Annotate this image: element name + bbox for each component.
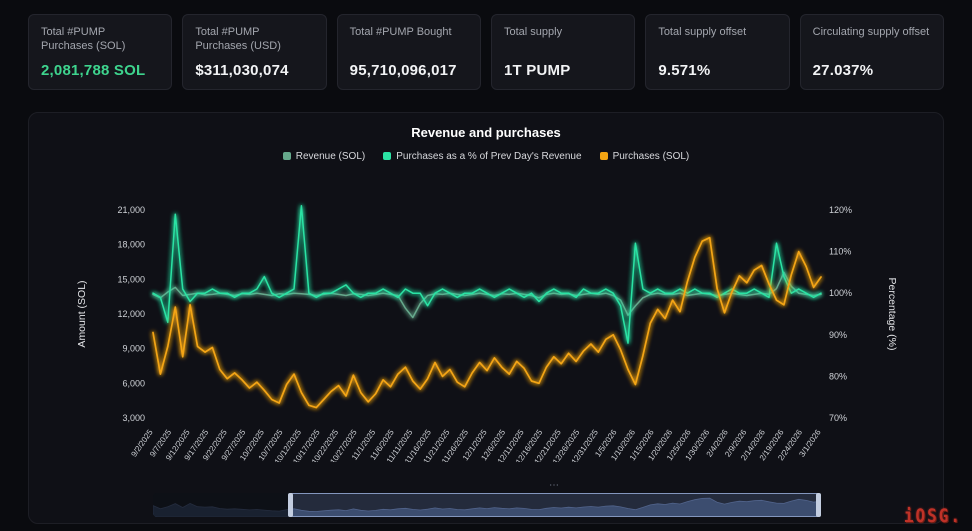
y-left-tick-label: 15,000 [117, 274, 145, 284]
y-left-tick-label: 12,000 [117, 309, 145, 319]
stat-label: Total supply offset [658, 26, 747, 38]
legend-swatch-icon [383, 152, 392, 160]
minimap-left-handle[interactable] [287, 493, 293, 517]
y-left-tick-label: 21,000 [117, 205, 145, 215]
legend-swatch-icon [282, 152, 291, 160]
legend-item[interactable]: Purchases (SOL) [599, 150, 690, 162]
chart-legend: Revenue (SOL) Purchases as a % of Prev Da… [29, 149, 943, 163]
stat-value: 27.037% [812, 62, 874, 79]
stat-value: 2,081,788 SOL [41, 62, 146, 79]
stat-card: Total supply offset 9.571% [645, 14, 790, 90]
legend-item[interactable]: Purchases as a % of Prev Day's Revenue [383, 150, 582, 162]
stat-card: Total #PUMP Bought 95,710,096,017 [336, 14, 481, 90]
minimap-selection-window[interactable]: ⋯ [287, 481, 821, 517]
minimap-right-handle[interactable] [815, 493, 821, 517]
stat-value: 95,710,096,017 [349, 62, 457, 79]
revenue-purchases-chart[interactable]: 3,000 6,000 9,000 12,000 15,000 18,000 21,000 7… [29, 194, 943, 462]
y-left-tick-label: 18,000 [117, 240, 145, 250]
stat-card: Total supply 1T PUMP [490, 14, 636, 90]
stats-row: Total #PUMP Purchases (SOL) 2,081,788 SOL… [0, 0, 972, 90]
y-right-tick-label: 70% [829, 413, 847, 423]
y-right-tick-label: 90% [829, 330, 847, 340]
y-left-tick-label: 9,000 [122, 344, 145, 354]
y-right-tick-label: 110% [829, 247, 851, 257]
chart-title: Revenue and purchases [411, 125, 561, 140]
legend-label: Purchases as a % of Prev Day's Revenue [396, 150, 582, 162]
y-right-tick-label: 100% [829, 288, 852, 298]
y-left-tick-label: 6,000 [122, 378, 145, 388]
stat-value: $311,030,074 [195, 62, 289, 79]
stat-value: 9.571% [658, 62, 711, 79]
legend-item[interactable]: Revenue (SOL) [282, 150, 366, 162]
stat-label: Total #PUMP Bought [349, 26, 452, 38]
series-line-2[interactable] [152, 236, 822, 409]
y-right-tick-label: 80% [829, 371, 847, 381]
minimap-unselected-region [153, 493, 290, 517]
stat-value: 1T PUMP [503, 62, 571, 79]
stat-label: Total #PUMP Purchases (USD) [195, 26, 281, 53]
minimap-grip-icon[interactable]: ⋯ [548, 480, 560, 491]
left-axis-title: Amount (SOL) [76, 280, 88, 347]
iosg-watermark: iOSG. [903, 504, 962, 527]
stat-label: Total supply [503, 26, 563, 38]
stat-label: Circulating supply offset [812, 26, 930, 38]
y-left-tick-label: 3,000 [122, 413, 145, 423]
stat-label: Total #PUMP Purchases (SOL) [41, 26, 126, 53]
legend-label: Purchases (SOL) [612, 150, 690, 162]
series-line-1[interactable] [152, 205, 822, 344]
stat-card: Total #PUMP Purchases (SOL) 2,081,788 SOL [28, 14, 173, 90]
stat-card: Total #PUMP Purchases (USD) $311,030,074 [182, 14, 327, 90]
series-line-0[interactable] [152, 271, 822, 319]
legend-swatch-icon [599, 152, 608, 160]
minimap[interactable]: ⋯ [153, 481, 821, 517]
y-right-tick-label: 120% [829, 205, 852, 215]
stat-card: Circulating supply offset 27.037% [799, 14, 944, 90]
chart-panel: Revenue and purchases Revenue (SOL) Purch… [28, 112, 944, 524]
right-axis-title: Percentage (%) [886, 278, 898, 351]
legend-label: Revenue (SOL) [295, 150, 366, 162]
